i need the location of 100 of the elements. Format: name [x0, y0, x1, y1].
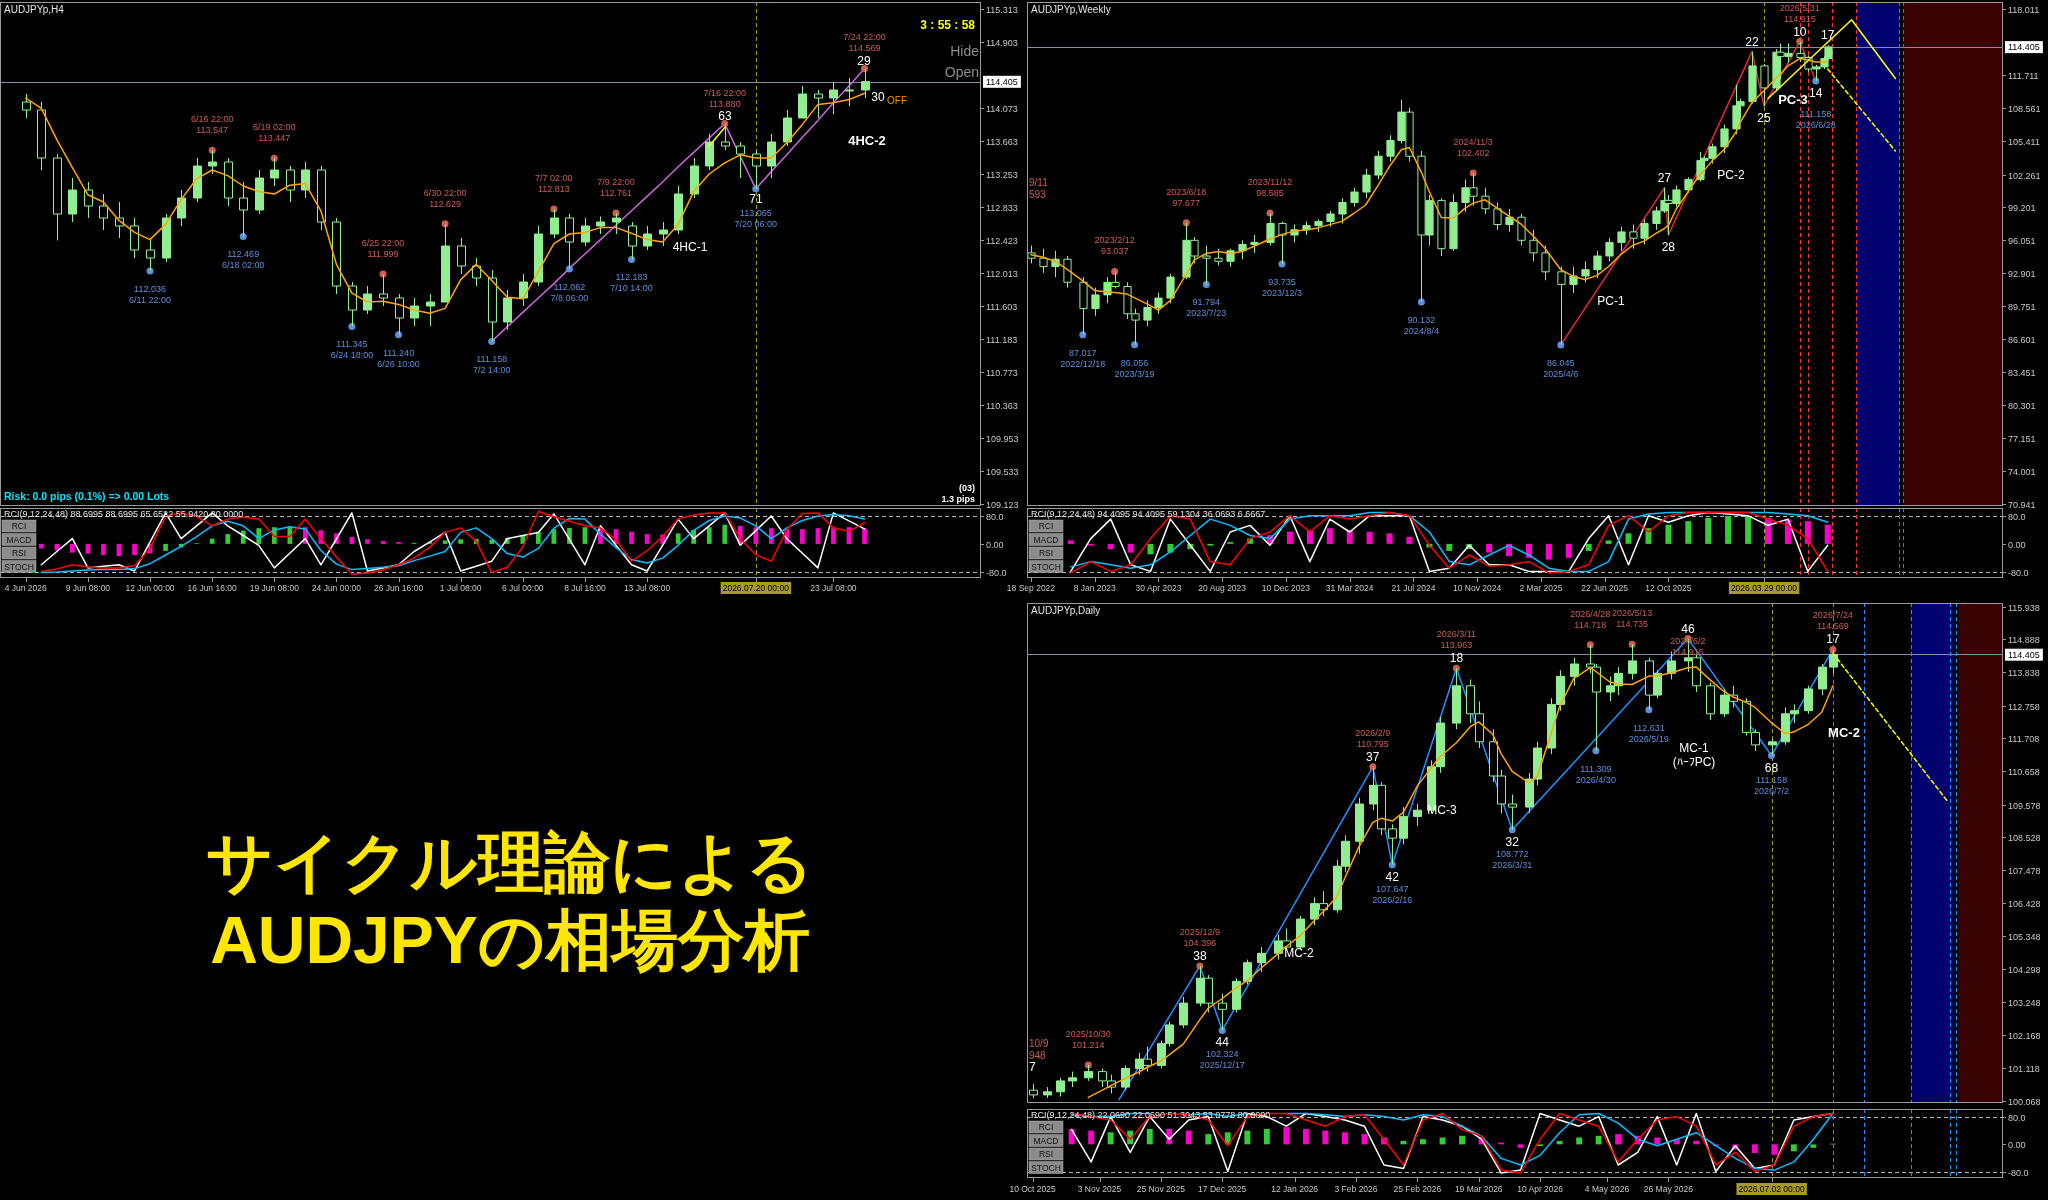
- text: サイクル理論による AUDJPYの相場分析: [206, 825, 814, 977]
- data-label: 111.345 6/24 18:00: [330, 339, 374, 361]
- x-tick-label: 31 Mar 2024: [1325, 583, 1374, 593]
- x-tick-label: 8 Jan 2023: [1073, 583, 1117, 593]
- y-tick-label: 80.0: [986, 511, 1004, 522]
- data-label: 2026/7/24 114.569: [1812, 610, 1853, 632]
- y-tick-label: 109.578: [2008, 800, 2041, 811]
- y-tick-label: -80.0: [986, 567, 1007, 578]
- data-label: 2024/11/3 102.402: [1453, 137, 1493, 159]
- x-tick-label: 10 Nov 2024: [1453, 583, 1502, 593]
- data-label: 87.017 2022/12/18: [1060, 347, 1106, 369]
- button: STOCH: [1028, 560, 1064, 573]
- y-tick-label: 77.151: [2008, 433, 2036, 444]
- x-tick-label: 4 May 2026: [1584, 1184, 1630, 1194]
- data-label: 2023/6/18 97.677: [1166, 186, 1207, 208]
- annotation: (03): [958, 483, 975, 493]
- annotation: PC-2: [1717, 168, 1745, 182]
- y-tick-label: 105.411: [2008, 136, 2040, 147]
- x-tick-label: 22 Jun 2025: [1581, 583, 1629, 593]
- data-label: 111.309 2026/4/30: [1575, 763, 1616, 785]
- y-tick-label: 107.478: [2008, 865, 2041, 876]
- data-label: 6/25 22:00 111.999: [361, 238, 405, 260]
- y-tick-label: 114.903: [986, 37, 1018, 48]
- y-tick-label: 104.298: [2008, 964, 2041, 975]
- y-tick-label: 106.428: [2008, 898, 2041, 909]
- data-label: 2025/10/30 101.214: [1065, 1028, 1111, 1050]
- data-label: 2026/4/28 114.718: [1570, 608, 1611, 630]
- annotation: RCI: [1038, 521, 1054, 532]
- y-tick-label: 74.001: [2008, 466, 2036, 477]
- annotation: 25: [1757, 111, 1771, 126]
- x-tick-label: 10 Oct 2025: [1009, 1184, 1056, 1194]
- chart-title: AUDJPYp,Weekly: [1031, 4, 1111, 15]
- annotation: PC-3: [1778, 92, 1808, 107]
- annotation: 22: [1745, 34, 1760, 49]
- y-tick-label: 111.603: [986, 301, 1018, 312]
- y-tick-label: 114.073: [986, 103, 1018, 114]
- data-label: 6/30 22:00 112.629: [423, 187, 467, 209]
- button: STOCH: [1, 560, 37, 573]
- ref-line-label: 114.405: [2008, 649, 2040, 660]
- x-tick-label: 26 May 2026: [1643, 1184, 1694, 1194]
- y-tick-label: 114.888: [2008, 634, 2040, 645]
- y-tick-label: 113.838: [2008, 667, 2040, 678]
- data-label: 2026/5/31 114.915: [1779, 2, 1820, 24]
- annotation: Risk: 0.0 pips (0.1%) => 0.00 Lots: [4, 490, 170, 502]
- x-tick-label: 8 Jul 16:00: [564, 583, 606, 593]
- data-label: 111.158 2026/6/28: [1795, 109, 1836, 131]
- x-tick-label: 4 Jun 2026: [4, 583, 48, 593]
- annotation: 4HC-2: [848, 133, 886, 148]
- y-tick-label: 92.901: [2008, 268, 2036, 279]
- data-label: 108.772 2026/3/31: [1492, 848, 1533, 870]
- data-label: 2026/5/13 114.735: [1612, 608, 1653, 630]
- data-label: 6/16 22:00 113.547: [190, 114, 234, 136]
- data-label: 2026/2/9 110.795: [1355, 727, 1391, 749]
- x-tick-label: 24 Jun 00:00: [311, 583, 362, 593]
- annotation: 29: [857, 54, 871, 68]
- y-tick-label: 0.00: [2008, 1139, 2026, 1150]
- y-tick-label: 0.00: [2008, 539, 2026, 550]
- button: RCI: [1028, 519, 1064, 533]
- data-label: 6/19 02:00 113.447: [253, 122, 296, 144]
- annotation: 14: [1809, 86, 1823, 101]
- annotation: Hide: [950, 43, 980, 59]
- annotation: 30: [871, 90, 885, 104]
- data-label: 91.794 2023/7/23: [1186, 297, 1227, 319]
- x-tick-label: 6 Jul 00:00: [502, 583, 544, 593]
- annotation: 7: [1029, 1060, 1036, 1074]
- annotation: RCI: [1038, 1122, 1054, 1133]
- y-tick-label: 86.601: [2008, 334, 2036, 345]
- chart-title: AUDJPYp,H4: [4, 4, 65, 15]
- x-tick-label: 16 Jun 16:00: [187, 583, 237, 593]
- annotation: 9/11 593: [1029, 177, 1049, 200]
- y-tick-label: 112.833: [986, 202, 1018, 213]
- x-tick-label: 19 Mar 2026: [1454, 1184, 1503, 1194]
- data-label: 2025/12/9 104.396: [1179, 926, 1220, 948]
- y-tick-label: 83.451: [2008, 367, 2036, 378]
- y-tick-label: 110.773: [986, 367, 1018, 378]
- annotation: 42: [1385, 869, 1400, 884]
- annotation: 71: [749, 192, 763, 206]
- button: MACD: [1028, 533, 1064, 546]
- button: RSI: [1, 546, 37, 560]
- ref-line-label: 114.405: [986, 76, 1018, 87]
- button: MACD: [1028, 1134, 1064, 1147]
- data-label: 2023/11/12 98.585: [1247, 177, 1293, 199]
- annotation: 1.3 pips: [941, 494, 975, 504]
- annotation: 46: [1681, 621, 1695, 636]
- data-label: 112.036 6/11 22:00: [129, 284, 171, 306]
- annotation: MC-1 (ﾊｰﾌPC): [1672, 741, 1716, 769]
- data-label: 112.469 6/18 02:00: [221, 249, 265, 271]
- annotation: 3 : 55 : 58: [920, 18, 976, 32]
- y-tick-label: 113.663: [986, 136, 1018, 147]
- annotation: 28: [1661, 240, 1676, 255]
- x-tick-label: 20 Aug 2023: [1198, 583, 1247, 593]
- y-tick-label: 109.123: [986, 499, 1019, 510]
- annotation: 63: [718, 109, 732, 123]
- x-tick-label: 19 Jun 08:00: [249, 583, 300, 593]
- data-label: 7/7 02:00 112.813: [535, 172, 573, 194]
- y-tick-label: 105.348: [2008, 931, 2041, 942]
- y-tick-label: -80.0: [2008, 567, 2029, 578]
- annotation: 4HC-1: [672, 240, 708, 254]
- button: RSI: [1028, 546, 1064, 560]
- ref-line-label: 2026.07.02 00:00: [1738, 1184, 1805, 1194]
